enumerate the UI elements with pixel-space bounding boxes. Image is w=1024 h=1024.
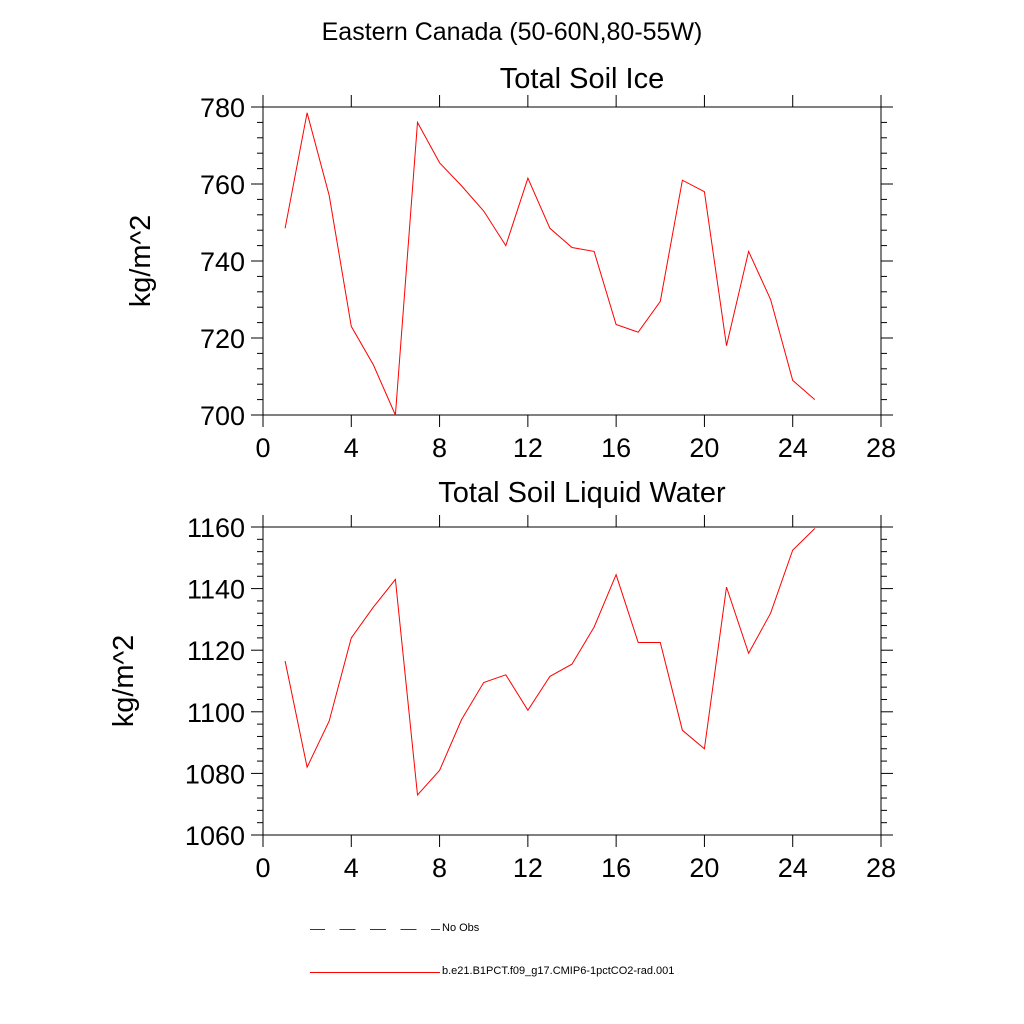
y-tick-label: 1120	[187, 636, 245, 666]
legend-label: b.e21.B1PCT.f09_g17.CMIP6-1pctCO2-rad.00…	[442, 965, 675, 977]
x-tick-label: 24	[778, 433, 808, 463]
x-tick-label: 0	[255, 433, 270, 463]
x-tick-label: 0	[255, 853, 270, 883]
y-tick-label: 1160	[187, 513, 245, 543]
legend-entry-model-run: b.e21.B1PCT.f09_g17.CMIP6-1pctCO2-rad.00…	[310, 963, 730, 983]
plot-frame	[262, 526, 882, 836]
y-tick-label: 720	[200, 324, 245, 354]
panel-title: Total Soil Liquid Water	[438, 477, 726, 509]
y-tick-label: 700	[200, 401, 245, 431]
x-tick-label: 16	[601, 433, 631, 463]
x-tick-label: 4	[344, 853, 359, 883]
x-tick-label: 4	[344, 433, 359, 463]
x-tick-label: 20	[689, 433, 719, 463]
series-line	[284, 112, 816, 416]
y-tick-label: 740	[200, 247, 245, 277]
legend-entry-no-obs: No Obs	[310, 920, 730, 940]
x-tick-label: 28	[866, 433, 896, 463]
x-tick-label: 12	[513, 433, 543, 463]
plot-frame	[262, 106, 882, 416]
x-tick-label: 8	[432, 433, 447, 463]
y-tick-label: 1100	[187, 698, 245, 728]
y-axis-label: kg/m^2	[108, 635, 140, 728]
x-tick-label: 8	[432, 853, 447, 883]
x-tick-label: 16	[601, 853, 631, 883]
legend-label: No Obs	[442, 922, 480, 934]
panel-total-soil-liquid-water: 0 4 8 12 16 20 24 28 1060 1080 1100 1120 1140 1160 Tot…	[108, 477, 896, 883]
x-tick-label: 20	[689, 853, 719, 883]
figure-title: Eastern Canada (50-60N,80-55W)	[321, 18, 703, 46]
panel-total-soil-ice: 0 4 8 12 16 20 24 28 700 720 740 760 780 Total Soil I…	[125, 63, 896, 463]
x-tick-label: 28	[866, 853, 896, 883]
x-tick-label: 12	[513, 853, 543, 883]
panel-title: Total Soil Ice	[500, 63, 664, 95]
y-tick-label: 1060	[185, 821, 245, 851]
series-line	[284, 528, 816, 797]
legend-swatch-dashed	[310, 929, 440, 930]
x-tick-label: 24	[778, 853, 808, 883]
y-tick-label: 1140	[187, 575, 245, 605]
y-axis-label: kg/m^2	[125, 215, 157, 308]
y-tick-label: 780	[200, 93, 245, 123]
y-tick-label: 760	[200, 170, 245, 200]
legend-swatch-solid	[310, 972, 440, 973]
y-tick-label: 1080	[185, 759, 245, 789]
